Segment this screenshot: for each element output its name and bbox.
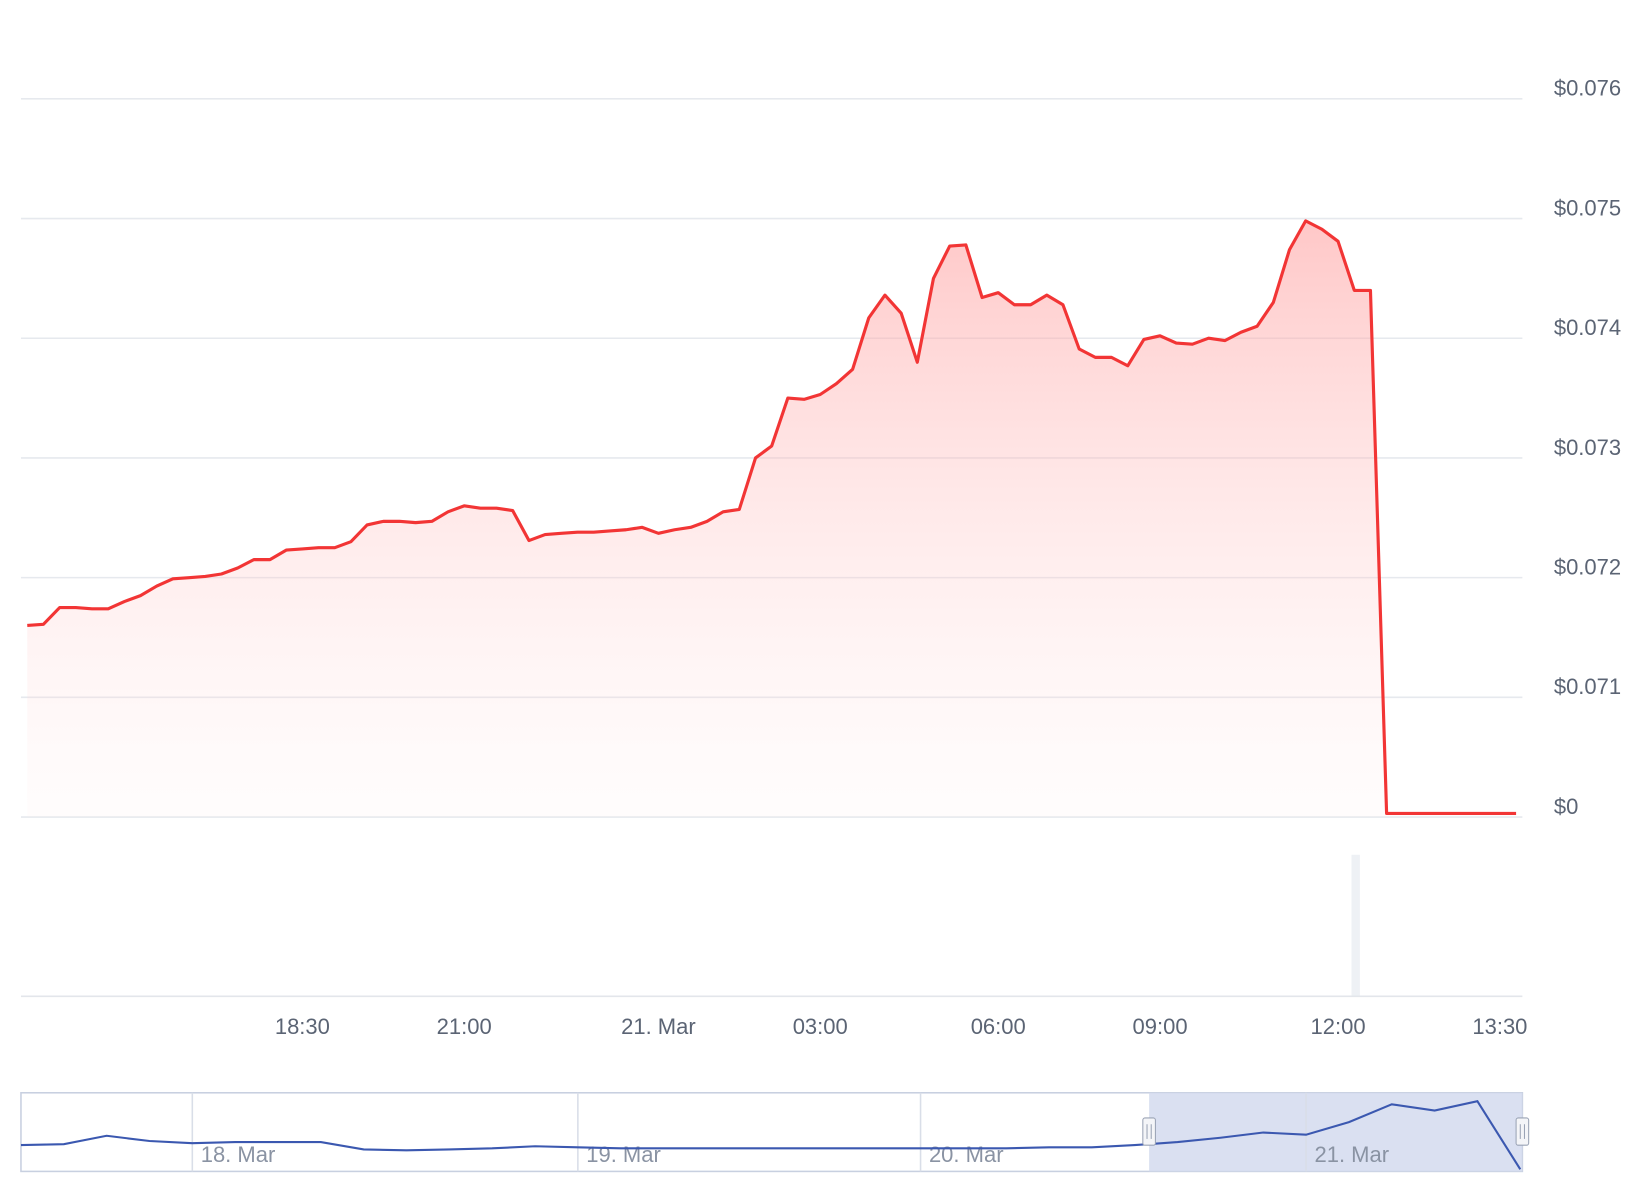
- x-tick-label: 21. Mar: [621, 1014, 696, 1039]
- x-tick-label: 18:30: [275, 1014, 330, 1039]
- y-tick-label: $0.072: [1554, 554, 1621, 579]
- x-tick-label: 21:00: [437, 1014, 492, 1039]
- x-tick-label: 13:30: [1472, 1014, 1527, 1039]
- navigator-handle[interactable]: [1515, 1117, 1530, 1146]
- area-fill: [27, 220, 1517, 818]
- navigator-label: 19. Mar: [586, 1142, 661, 1167]
- x-tick-label: 12:00: [1311, 1014, 1366, 1039]
- navigator-line: [20, 1099, 1522, 1170]
- y-tick-label: $0.071: [1554, 674, 1621, 699]
- navigator-label: 18. Mar: [201, 1142, 276, 1167]
- x-tick-label: 09:00: [1133, 1014, 1188, 1039]
- y-tick-label: $0: [1554, 794, 1578, 819]
- y-tick-label: $0.075: [1554, 195, 1621, 220]
- volume-bar: [1351, 854, 1360, 997]
- navigator-label: 21. Mar: [1314, 1142, 1389, 1167]
- navigator-handle[interactable]: [1142, 1117, 1156, 1146]
- x-tick-label: 06:00: [971, 1014, 1026, 1039]
- price-line: [27, 219, 1517, 816]
- x-tick-label: 03:00: [793, 1014, 848, 1039]
- navigator[interactable]: 18. Mar 19. Mar 20. Mar 21. Mar: [20, 1091, 1530, 1173]
- y-tick-label: $0.074: [1554, 315, 1621, 340]
- y-tick-label: $0.073: [1554, 435, 1621, 460]
- y-tick-label: $0.076: [1554, 76, 1621, 101]
- navigator-label: 20. Mar: [929, 1142, 1004, 1167]
